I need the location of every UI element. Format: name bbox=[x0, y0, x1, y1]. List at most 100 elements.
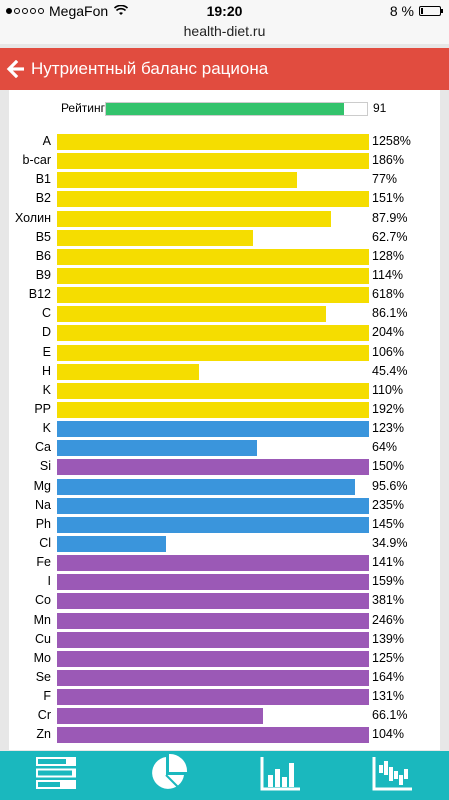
nutrient-percent: 125% bbox=[372, 650, 404, 665]
nutrient-percent: 62.7% bbox=[372, 229, 408, 244]
nutrient-bar bbox=[57, 555, 369, 572]
nutrient-row: Na 235% bbox=[9, 497, 440, 516]
tab-nutrient-balance[interactable] bbox=[26, 751, 86, 800]
nutrient-row: b-car 186% bbox=[9, 152, 440, 171]
rating-row: Рейтинг 91 bbox=[9, 101, 440, 116]
nutrient-percent: 45.4% bbox=[372, 363, 408, 378]
nutrient-row: B5 62.7% bbox=[9, 229, 440, 248]
nutrient-row: Zn 104% bbox=[9, 726, 440, 745]
nutrient-row: C 86.1% bbox=[9, 305, 440, 324]
nutrient-row: K 110% bbox=[9, 382, 440, 401]
nutrient-row: Cl 34.9% bbox=[9, 535, 440, 554]
nutrient-percent: 1258% bbox=[372, 134, 411, 148]
nutrient-bar bbox=[57, 708, 264, 725]
nutrient-row: Cr 66.1% bbox=[9, 707, 440, 726]
nutrient-percent: 246% bbox=[372, 612, 404, 627]
nutrient-row: B1 77% bbox=[9, 171, 440, 190]
nutrient-label: Fe bbox=[36, 555, 51, 570]
nutrient-bar bbox=[57, 153, 369, 170]
nutrient-percent: 110% bbox=[372, 382, 404, 397]
status-bar: MegaFon 19:20 8 % bbox=[0, 0, 449, 22]
nutrient-percent: 151% bbox=[372, 191, 404, 206]
nutrient-bar bbox=[57, 401, 369, 418]
nutrient-percent: 66.1% bbox=[372, 708, 408, 723]
nutrient-row: Fe 141% bbox=[9, 554, 440, 573]
nutrient-row: Si 150% bbox=[9, 458, 440, 477]
nutrient-row: E 106% bbox=[9, 344, 440, 363]
wifi-icon bbox=[114, 4, 129, 19]
nutrient-row: A 1258% bbox=[9, 133, 440, 152]
nutrient-percent: 150% bbox=[372, 459, 404, 474]
nutrient-label: Cl bbox=[39, 535, 51, 550]
nutrient-row: B6 128% bbox=[9, 248, 440, 267]
nutrient-bar bbox=[57, 459, 369, 476]
nutrient-row: B12 618% bbox=[9, 286, 440, 305]
nutrient-bar bbox=[57, 440, 257, 457]
nutrient-row: F 131% bbox=[9, 688, 440, 707]
nutrient-row: K 123% bbox=[9, 420, 440, 439]
nutrient-percent: 131% bbox=[372, 689, 404, 704]
bottom-tab-bar bbox=[0, 751, 449, 800]
nutrient-bar bbox=[57, 727, 369, 744]
nutrient-bar bbox=[57, 574, 369, 591]
nutrient-label: E bbox=[42, 344, 51, 359]
nutrient-label: B9 bbox=[35, 267, 51, 282]
nutrient-bars-icon bbox=[35, 756, 77, 795]
nutrient-bar bbox=[57, 478, 356, 495]
nutrient-percent: 141% bbox=[372, 555, 404, 570]
nutrient-bar bbox=[57, 134, 369, 150]
nutrient-bar bbox=[57, 516, 369, 533]
nutrient-label: Co bbox=[35, 593, 51, 608]
nutrient-label: B12 bbox=[28, 287, 51, 302]
nutrient-label: Cr bbox=[37, 708, 51, 723]
nutrient-bar bbox=[57, 382, 369, 399]
nutrient-bar bbox=[57, 229, 253, 246]
signal-strength-icon bbox=[6, 8, 44, 14]
nutrient-percent: 235% bbox=[372, 497, 404, 512]
nutrient-label: Ph bbox=[35, 516, 51, 531]
nutrient-row: Mn 246% bbox=[9, 612, 440, 631]
nutrient-percent: 104% bbox=[372, 727, 404, 742]
nutrient-bar bbox=[57, 267, 369, 284]
nutrient-chart-panel: Рейтинг 91 A 1258% b-car 186% B1 77% B2 151% Хол… bbox=[9, 90, 440, 750]
nutrient-percent: 128% bbox=[372, 248, 404, 263]
nutrient-row: Ca 64% bbox=[9, 439, 440, 458]
nutrient-bar bbox=[57, 344, 369, 361]
nutrient-label: Na bbox=[35, 497, 51, 512]
back-arrow-icon[interactable] bbox=[3, 48, 29, 90]
nutrient-bar bbox=[57, 689, 369, 706]
address-bar[interactable]: health-diet.ru bbox=[0, 22, 449, 44]
nutrient-percent: 86.1% bbox=[372, 306, 408, 321]
nutrient-label: Mg bbox=[33, 478, 51, 493]
nutrient-percent: 159% bbox=[372, 574, 404, 589]
nutrient-label: Se bbox=[35, 669, 51, 684]
nutrient-percent: 618% bbox=[372, 287, 404, 302]
nutrient-bar bbox=[57, 631, 369, 648]
nutrient-percent: 381% bbox=[372, 593, 404, 608]
battery-status: 8 % bbox=[390, 3, 443, 19]
nutrient-label: I bbox=[47, 574, 51, 589]
nutrient-percent: 123% bbox=[372, 421, 404, 436]
carrier-name: MegaFon bbox=[49, 3, 109, 19]
nutrient-label: b-car bbox=[22, 153, 51, 168]
nutrient-percent: 77% bbox=[372, 172, 398, 187]
tab-bar-chart[interactable] bbox=[251, 751, 311, 800]
nutrient-label: B2 bbox=[35, 191, 51, 206]
pie-chart-icon bbox=[148, 753, 188, 798]
nutrient-bar bbox=[57, 650, 369, 667]
nutrient-row: I 159% bbox=[9, 573, 440, 592]
nutrient-row: Mo 125% bbox=[9, 650, 440, 669]
nutrient-row: Mg 95.6% bbox=[9, 478, 440, 497]
nutrient-label: B5 bbox=[35, 229, 51, 244]
nutrient-label: Mn bbox=[33, 612, 51, 627]
tab-histogram[interactable] bbox=[363, 751, 423, 800]
nutrient-percent: 87.9% bbox=[372, 210, 408, 225]
rating-bar-fill bbox=[106, 103, 344, 115]
app-header: Нутриентный баланс рациона bbox=[0, 48, 449, 90]
page-title: Нутриентный баланс рациона bbox=[31, 59, 269, 78]
nutrient-bar bbox=[57, 593, 369, 610]
tab-pie-chart[interactable] bbox=[138, 751, 198, 800]
nutrient-row: Se 164% bbox=[9, 669, 440, 688]
nutrient-bar bbox=[57, 535, 166, 552]
nutrient-percent: 34.9% bbox=[372, 535, 408, 550]
